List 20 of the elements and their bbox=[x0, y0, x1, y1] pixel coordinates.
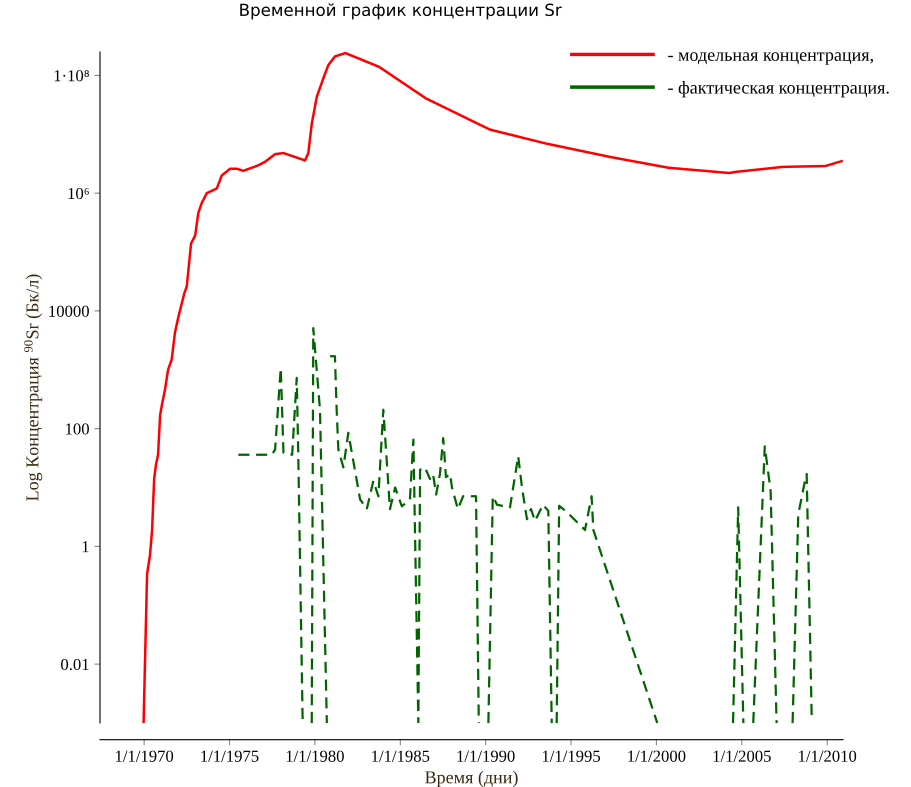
y-tick-label: 1 bbox=[82, 541, 89, 552]
chart-title: Временной график концентрации Sr bbox=[240, 3, 562, 20]
legend-label: - модельная концентрация, bbox=[668, 52, 873, 65]
y-tick-label: 10000 bbox=[49, 306, 89, 317]
x-tick-label: 1/1/2005 bbox=[714, 750, 771, 762]
y-tick-label: 0.01 bbox=[61, 658, 89, 670]
y-tick-label: 100 bbox=[66, 423, 89, 435]
x-tick-label: 1/1/1970 bbox=[116, 750, 174, 762]
legend-label: - фактическая концентрация. bbox=[668, 80, 889, 98]
y-tick-label: 1·10⁸ bbox=[54, 70, 89, 82]
x-tick-label: 1/1/2010 bbox=[799, 750, 856, 762]
x-tick-label: 1/1/1985 bbox=[372, 750, 430, 762]
y-tick-label: 10⁶ bbox=[68, 188, 89, 200]
x-axis-title: Время (дни) bbox=[425, 770, 518, 787]
x-tick-label: 1/1/1980 bbox=[286, 750, 344, 762]
y-axis-title: Log Концентрация $^{90}$Sr (Бк/л) bbox=[24, 274, 42, 501]
x-tick-label: 1/1/2000 bbox=[628, 750, 686, 762]
x-tick-label: 1/1/1975 bbox=[201, 750, 258, 762]
x-tick-label: 1/1/1990 bbox=[458, 750, 515, 762]
x-tick-label: 1/1/1995 bbox=[542, 750, 600, 762]
